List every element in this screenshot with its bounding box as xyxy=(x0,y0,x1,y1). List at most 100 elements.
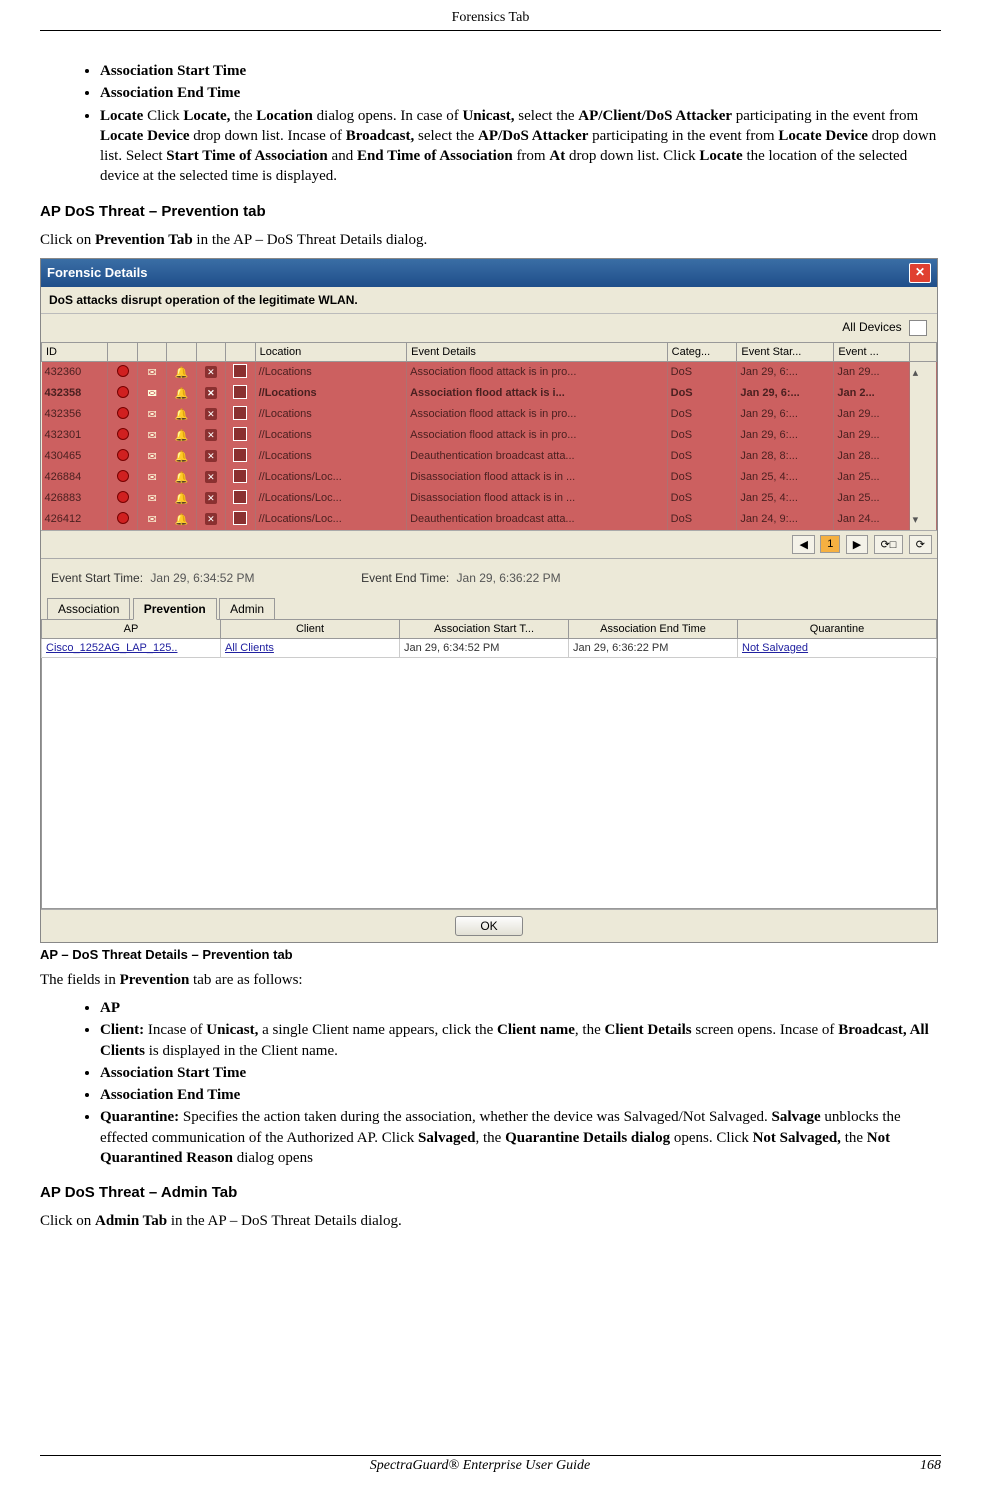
col-aet[interactable]: Association End Time xyxy=(569,619,738,638)
delete-icon: ✕ xyxy=(196,467,225,488)
cell-id: 432358 xyxy=(42,383,108,404)
square-icon xyxy=(226,509,255,530)
txt: Click on xyxy=(40,1213,95,1229)
cell-id: 432356 xyxy=(42,404,108,425)
delete-icon: ✕ xyxy=(196,361,225,383)
col-id[interactable]: ID xyxy=(42,342,108,361)
table-row[interactable]: 430465✉🔔✕//LocationsDeauthentication bro… xyxy=(42,446,937,467)
bullet-assoc-start2: Association Start Time xyxy=(100,1063,941,1083)
cell-aet: Jan 29, 6:36:22 PM xyxy=(569,638,738,657)
cell-id: 426883 xyxy=(42,488,108,509)
section-heading-prevention: AP DoS Threat – Prevention tab xyxy=(40,203,941,220)
pager-next[interactable]: ▶ xyxy=(846,535,868,554)
severity-icon xyxy=(108,404,137,425)
txt-bold: Prevention xyxy=(120,972,190,988)
mail-icon: ✉ xyxy=(137,383,166,404)
cell-id: 426884 xyxy=(42,467,108,488)
bell-icon: 🔔 xyxy=(167,488,196,509)
severity-icon xyxy=(108,488,137,509)
bell-icon: 🔔 xyxy=(167,361,196,383)
col-location[interactable]: Location xyxy=(255,342,407,361)
cell-category: DoS xyxy=(667,383,737,404)
cell-location: //Locations/Loc... xyxy=(255,488,407,509)
col-icon xyxy=(167,342,196,361)
cell-quarantine[interactable]: Not Salvaged xyxy=(738,638,937,657)
bullet-text: AP xyxy=(100,1000,120,1016)
event-start-value: Jan 29, 6:34:52 PM xyxy=(150,571,254,585)
section-heading-admin: AP DoS Threat – Admin Tab xyxy=(40,1184,941,1201)
pager-current[interactable]: 1 xyxy=(820,535,840,553)
intro-bullet-list: Association Start Time Association End T… xyxy=(40,61,941,187)
col-event-details[interactable]: Event Details xyxy=(407,342,668,361)
filter-icon[interactable] xyxy=(909,320,927,336)
bullet-assoc-end: Association End Time xyxy=(100,83,941,103)
txt-bold: Prevention Tab xyxy=(95,232,193,248)
table-row[interactable]: 432301✉🔔✕//LocationsAssociation flood at… xyxy=(42,425,937,446)
severity-icon xyxy=(108,425,137,446)
table-row[interactable]: 426884✉🔔✕//Locations/Loc...Disassociatio… xyxy=(42,467,937,488)
prevention-row[interactable]: Cisco_1252AG_LAP_125.. All Clients Jan 2… xyxy=(42,638,937,657)
cell-start: Jan 29, 6:... xyxy=(737,425,834,446)
ok-button[interactable]: OK xyxy=(455,916,522,936)
pager-refresh-icon[interactable]: ⟳ xyxy=(909,535,932,554)
cell-start: Jan 24, 9:... xyxy=(737,509,834,530)
pager-prev[interactable]: ◀ xyxy=(792,535,814,554)
table-row[interactable]: 432360✉🔔✕//LocationsAssociation flood at… xyxy=(42,361,937,383)
cell-location: //Locations xyxy=(255,404,407,425)
mail-icon: ✉ xyxy=(137,467,166,488)
cell-details: Disassociation flood attack is in ... xyxy=(407,467,668,488)
dialog-titlebar: Forensic Details ✕ xyxy=(41,259,937,287)
cell-start: Jan 28, 8:... xyxy=(737,446,834,467)
delete-icon: ✕ xyxy=(196,425,225,446)
col-ast[interactable]: Association Start T... xyxy=(400,619,569,638)
header-rule xyxy=(40,30,941,31)
after-caption-text: The fields in Prevention tab are as foll… xyxy=(40,970,941,990)
severity-icon xyxy=(108,383,137,404)
col-event-end[interactable]: Event ... xyxy=(834,342,909,361)
col-quarantine[interactable]: Quarantine xyxy=(738,619,937,638)
col-event-start[interactable]: Event Star... xyxy=(737,342,834,361)
tabs: Association Prevention Admin xyxy=(41,597,937,619)
bullet-text: Association Start Time xyxy=(100,63,246,79)
cell-end: Jan 29... xyxy=(834,404,909,425)
tab-prevention[interactable]: Prevention xyxy=(133,598,217,620)
tab-admin[interactable]: Admin xyxy=(219,598,275,619)
event-end-value: Jan 29, 6:36:22 PM xyxy=(457,571,561,585)
cell-ap[interactable]: Cisco_1252AG_LAP_125.. xyxy=(42,638,221,657)
tab-association[interactable]: Association xyxy=(47,598,130,619)
col-icon xyxy=(226,342,255,361)
cell-details: Association flood attack is in pro... xyxy=(407,361,668,383)
close-icon[interactable]: ✕ xyxy=(909,263,931,283)
col-client[interactable]: Client xyxy=(221,619,400,638)
table-row[interactable]: 432358✉🔔✕//LocationsAssociation flood at… xyxy=(42,383,937,404)
header-title: Forensics Tab xyxy=(40,10,941,26)
cell-category: DoS xyxy=(667,425,737,446)
cell-location: //Locations/Loc... xyxy=(255,509,407,530)
bell-icon: 🔔 xyxy=(167,404,196,425)
bullet-bold: Client: xyxy=(100,1022,144,1038)
mail-icon: ✉ xyxy=(137,425,166,446)
cell-location: //Locations/Loc... xyxy=(255,467,407,488)
scroll-cell: ▾ xyxy=(909,509,936,530)
col-ap[interactable]: AP xyxy=(42,619,221,638)
delete-icon: ✕ xyxy=(196,404,225,425)
bullet-ap: AP xyxy=(100,998,941,1018)
bullet-locate-text: Click Locate, the Location dialog opens.… xyxy=(100,108,936,185)
col-category[interactable]: Categ... xyxy=(667,342,737,361)
table-row[interactable]: 426412✉🔔✕//Locations/Loc...Deauthenticat… xyxy=(42,509,937,530)
table-row[interactable]: 432356✉🔔✕//LocationsAssociation flood at… xyxy=(42,404,937,425)
pager-extra-icon[interactable]: ⟳□ xyxy=(874,535,904,554)
scroll-cell xyxy=(909,467,936,488)
bullet-text: Association End Time xyxy=(100,1087,240,1103)
mail-icon: ✉ xyxy=(137,404,166,425)
cell-id: 426412 xyxy=(42,509,108,530)
col-scroll xyxy=(909,342,936,361)
col-icon xyxy=(108,342,137,361)
bell-icon: 🔔 xyxy=(167,383,196,404)
page-footer: SpectraGuard® Enterprise User Guide 168 xyxy=(40,1455,941,1474)
table-row[interactable]: 426883✉🔔✕//Locations/Loc...Disassociatio… xyxy=(42,488,937,509)
txt: The fields in xyxy=(40,972,120,988)
cell-start: Jan 25, 4:... xyxy=(737,488,834,509)
txt-bold: Admin Tab xyxy=(95,1213,167,1229)
cell-client[interactable]: All Clients xyxy=(221,638,400,657)
